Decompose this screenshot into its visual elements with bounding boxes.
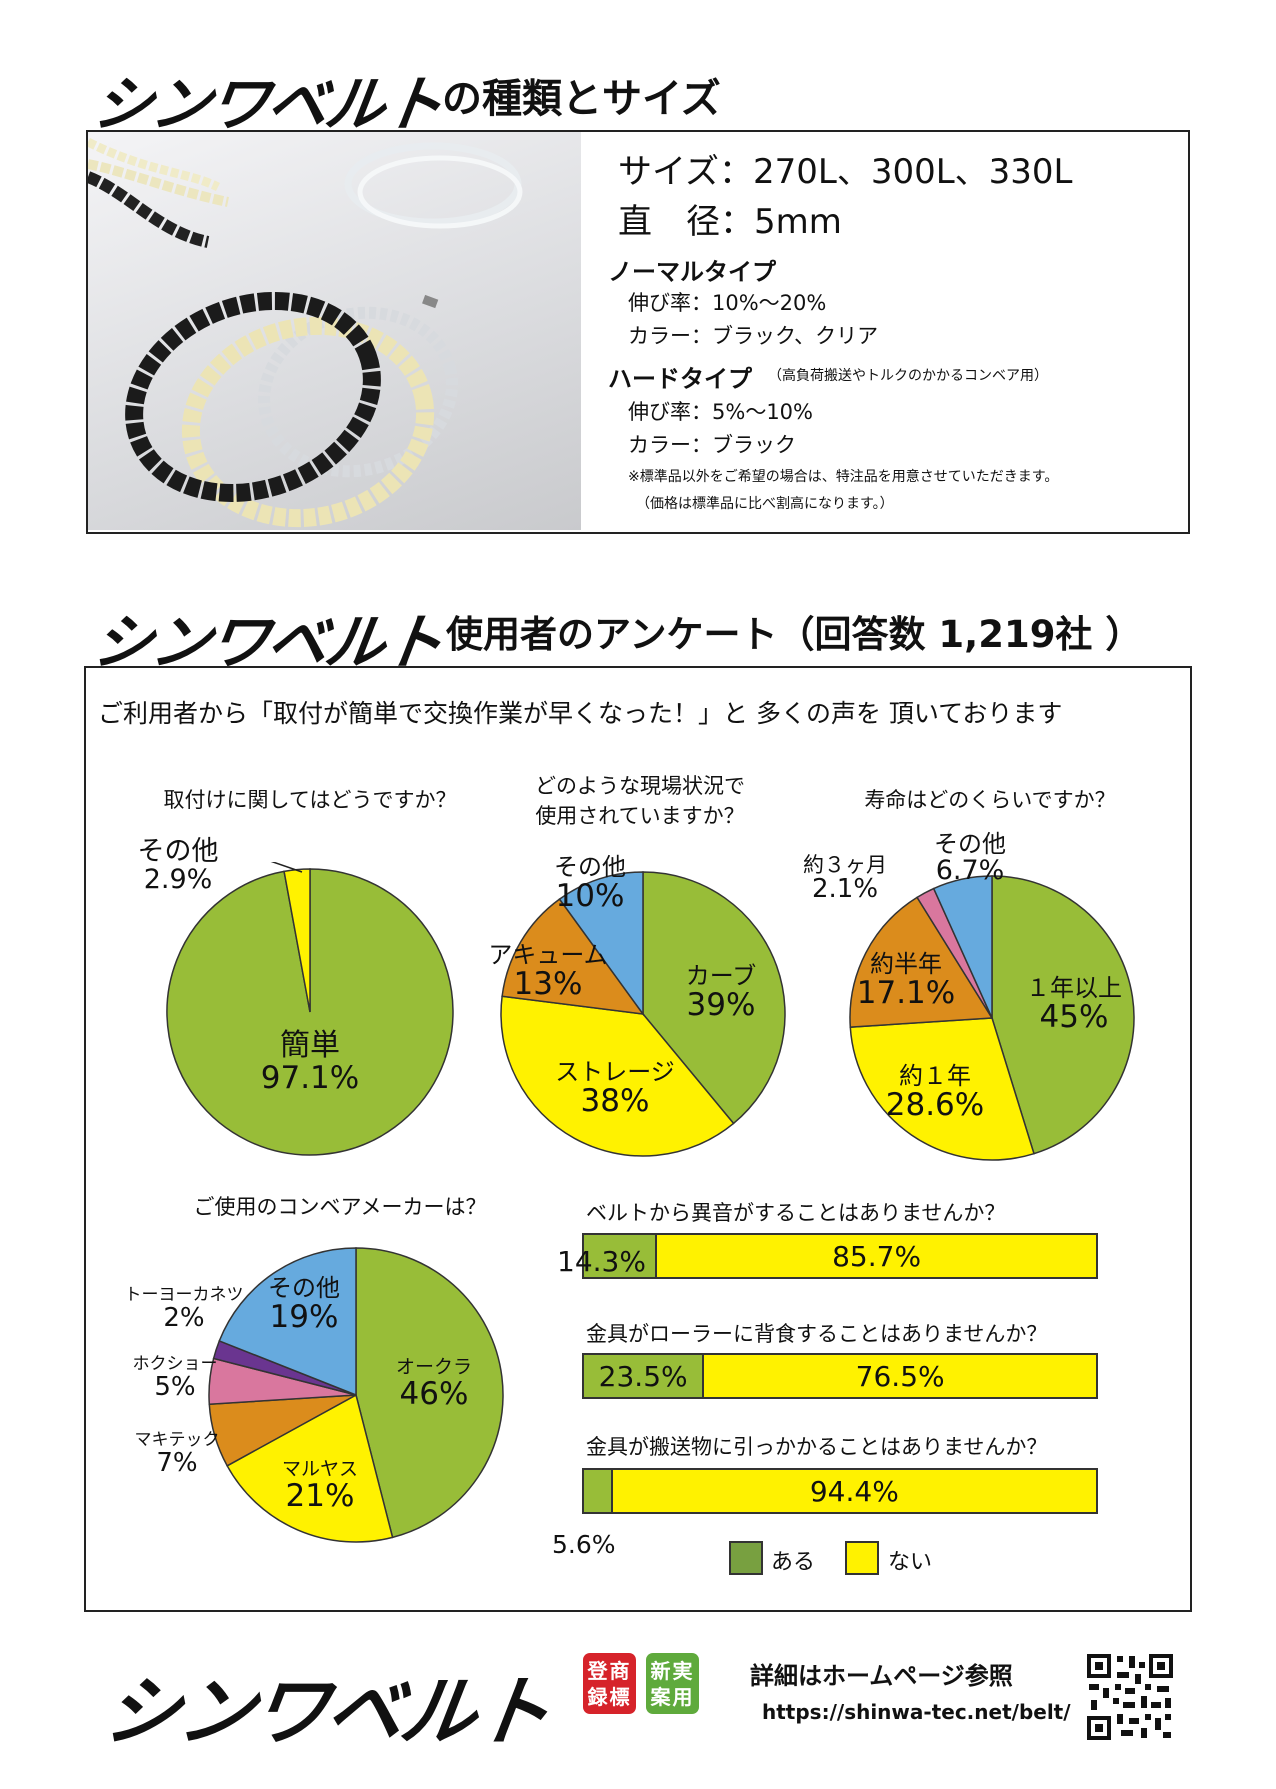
bar1-title: ベルトから異音がすることはありませんか？: [586, 1201, 1006, 1225]
hard-stretch: 伸び率：5%〜10%: [628, 400, 813, 424]
pie2-slice-2: [500, 995, 735, 1157]
pie3-label-over1year: １年以上 45%: [1026, 974, 1122, 1036]
survey-box: [84, 666, 1192, 1612]
bar3: 94.4%: [582, 1468, 1098, 1514]
pie4-label-hokusho: ホクショー 5%: [132, 1354, 218, 1402]
legend-no-label: ない: [888, 1550, 933, 1575]
utility-model-badge: 新実 案用: [646, 1653, 699, 1714]
bar2-yes-seg: 23.5%: [584, 1355, 705, 1397]
pie3-label-other: その他 6.7%: [934, 830, 1006, 887]
bar3-no-seg: 94.4%: [612, 1470, 1096, 1512]
pie3-title: 寿命はどのくらいですか？: [864, 788, 1116, 812]
legend-yes-label: ある: [771, 1550, 816, 1575]
pie1-leader-line: [270, 862, 303, 873]
bar3-no-label: 94.4%: [809, 1474, 899, 1508]
pie4-label-other: その他 19%: [268, 1274, 340, 1336]
legend-no-swatch: [845, 1541, 879, 1575]
pie2-chart: [500, 871, 786, 1157]
pie4-label-maruyasu: マルヤス 21%: [281, 1458, 358, 1514]
bar2-no-label: 76.5%: [855, 1359, 945, 1393]
diameter-spec: 直 径：5mm: [618, 202, 842, 242]
section2-title: 使用者のアンケート（回答数 1,219社 ）: [446, 613, 1143, 656]
bar1-yes-seg: [584, 1235, 658, 1277]
legend-yes-swatch: [729, 1541, 763, 1575]
pie4-slice-1: [355, 1247, 504, 1539]
bar1-no-label: 85.7%: [832, 1239, 922, 1273]
section1-title: の種類とサイズ: [442, 76, 721, 122]
product-photo: [88, 132, 581, 530]
bar2-yes-label: 23.5%: [598, 1359, 688, 1393]
normal-type-heading: ノーマルタイプ: [608, 258, 776, 286]
pie2-label-accum: アキューム 13%: [488, 941, 608, 1003]
pie4-label-okura: オークラ 46%: [395, 1356, 472, 1412]
bar3-yes-label: 5.6%: [552, 1530, 616, 1559]
pie4-chart: [208, 1247, 504, 1543]
pie3-label-halfyear: 約半年 17.1%: [856, 950, 956, 1012]
pie2-slice-1: [642, 871, 786, 1125]
pie1-label-easy: 簡単 97.1%: [260, 1028, 360, 1096]
pie2-label-storage: ストレージ 38%: [555, 1058, 675, 1120]
pie2-label-other: その他 10%: [554, 853, 626, 915]
belt-rings-illustration: [88, 137, 523, 528]
homepage-url[interactable]: https://shinwa-tec.net/belt/: [762, 1700, 1071, 1724]
price-note: （価格は標準品に比べ割高になります。）: [636, 496, 894, 512]
pie4-slice-6: [218, 1247, 357, 1397]
pie2-slice-3: [501, 898, 645, 1015]
pie3-slice-3: [849, 896, 994, 1028]
registered-trademark-badge: 登商 録標: [583, 1653, 636, 1714]
pie3-chart: [849, 875, 1135, 1161]
pie4-title: ご使用のコンベアメーカーは？: [193, 1195, 487, 1219]
pie3-label-1year: 約１年 28.6%: [885, 1062, 985, 1124]
pie3-slice-1: [991, 875, 1135, 1155]
normal-stretch: 伸び率：10%〜20%: [628, 291, 827, 315]
bar1-no-seg: 85.7%: [657, 1235, 1096, 1277]
homepage-text: 詳細はホームページ参照: [750, 1662, 1013, 1690]
pie3-slice-2: [849, 1017, 1035, 1161]
pie4-label-makitec: マキテック 7%: [134, 1430, 220, 1478]
brand-logo-footer: シンワベルト: [98, 1667, 556, 1756]
pie3-label-3months: 約３ヶ月 2.1%: [803, 853, 887, 905]
qr-code-graphic: [1085, 1652, 1175, 1742]
product-box: [86, 130, 1190, 534]
normal-color: カラー：ブラック、クリア: [628, 324, 879, 348]
bar3-title: 金具が搬送物に引っかかることはありませんか？: [586, 1435, 1048, 1459]
bar2: 23.5% 76.5%: [582, 1353, 1098, 1399]
hard-type-note: （高負荷搬送やトルクのかかるコンベア用）: [768, 368, 1048, 384]
pie2-title-line1: どのような現場状況で: [535, 774, 745, 798]
bar2-title: 金具がローラーに背食することはありませんか？: [586, 1322, 1048, 1346]
pie1-label-other: その他 2.9%: [137, 836, 219, 896]
survey-intro: ご利用者から「取付が簡単で交換作業が早くなった！」と 多くの声を 頂いております: [98, 699, 1063, 728]
bar3-yes-seg: [584, 1470, 613, 1512]
size-spec: サイズ：270L、300L、330L: [618, 152, 1073, 192]
bar1-yes-label: 14.3%: [557, 1245, 646, 1278]
pie2-title-line2: 使用されていますか？: [535, 804, 745, 828]
pie1-chart: [166, 862, 454, 1156]
pie3-slice-5: [932, 875, 993, 1019]
bar2-no-seg: 76.5%: [704, 1355, 1096, 1397]
pie2-slice-4: [558, 871, 644, 1017]
pie4-slice-2: [226, 1393, 394, 1543]
pie2-label-curve: カーブ 39%: [685, 962, 757, 1024]
hard-type-heading: ハードタイプ: [608, 365, 752, 393]
pie4-label-toyokanetsu: トーヨーカネツ 2%: [124, 1285, 244, 1333]
custom-order-note: ※標準品以外をご希望の場合は、特注品を用意させていただきます。: [628, 469, 1059, 485]
qr-code-icon[interactable]: [1085, 1652, 1175, 1742]
pie1-title: 取付けに関してはどうですか？: [163, 788, 457, 812]
bar1: 85.7%: [582, 1233, 1098, 1279]
hard-color: カラー：ブラック: [628, 433, 796, 457]
